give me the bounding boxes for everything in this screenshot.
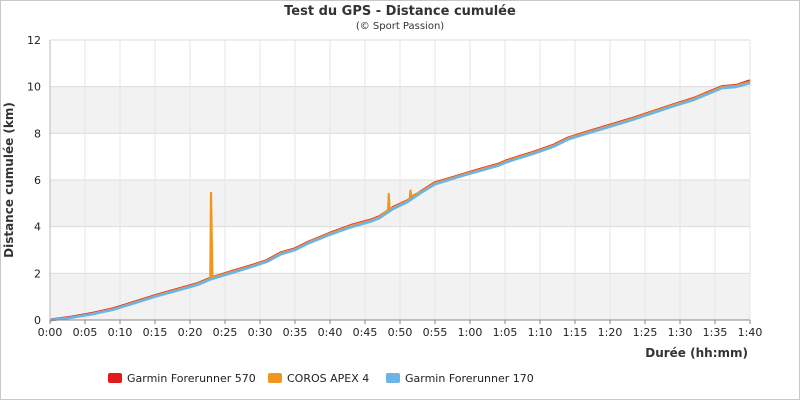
x-tick-label: 0:55 xyxy=(423,326,448,339)
x-tick-label: 0:45 xyxy=(353,326,378,339)
y-tick-label: 8 xyxy=(34,127,41,140)
x-tick-label: 1:05 xyxy=(493,326,518,339)
gridlines xyxy=(50,40,750,320)
x-tick-label: 0:35 xyxy=(283,326,308,339)
y-tick-label: 10 xyxy=(27,81,41,94)
x-tick-label: 0:00 xyxy=(38,326,63,339)
y-tick-label: 12 xyxy=(27,34,41,47)
y-axis-label: Distance cumulée (km) xyxy=(2,102,16,258)
legend-swatch xyxy=(386,373,400,383)
x-tick-label: 0:25 xyxy=(213,326,238,339)
x-tick-label: 0:10 xyxy=(108,326,133,339)
x-tick-label: 1:30 xyxy=(668,326,693,339)
x-tick-label: 0:15 xyxy=(143,326,168,339)
legend-swatch xyxy=(268,373,282,383)
x-tick-labels: 0:00 0:05 0:10 0:15 0:20 0:25 0:30 0:35 0:40 0:45… xyxy=(38,326,763,339)
legend: Garmin Forerunner 570 COROS APEX 4 Garmin … xyxy=(108,372,534,385)
chart-subtitle: (© Sport Passion) xyxy=(356,21,444,32)
legend-swatch xyxy=(108,373,122,383)
y-tick-label: 2 xyxy=(34,267,41,280)
chart-title: Test du GPS - Distance cumulée xyxy=(284,4,516,19)
x-axis-label: Durée (hh:mm) xyxy=(645,346,748,360)
legend-label: COROS APEX 4 xyxy=(287,372,369,385)
y-tick-label: 6 xyxy=(34,174,41,187)
x-tick-label: 0:40 xyxy=(318,326,343,339)
x-tick-label: 0:50 xyxy=(388,326,413,339)
legend-label: Garmin Forerunner 170 xyxy=(405,372,534,385)
x-tick-label: 0:20 xyxy=(178,326,203,339)
x-tick-label: 0:30 xyxy=(248,326,273,339)
x-tick-label: 1:15 xyxy=(563,326,588,339)
x-tick-label: 1:00 xyxy=(458,326,483,339)
x-tick-label: 1:25 xyxy=(633,326,658,339)
y-tick-label: 4 xyxy=(34,221,41,234)
x-tick-label: 1:35 xyxy=(703,326,728,339)
legend-label: Garmin Forerunner 570 xyxy=(127,372,256,385)
x-tick-label: 1:40 xyxy=(738,326,763,339)
x-tick-label: 0:05 xyxy=(73,326,98,339)
x-tick-label: 1:20 xyxy=(598,326,623,339)
x-tick-label: 1:10 xyxy=(528,326,553,339)
